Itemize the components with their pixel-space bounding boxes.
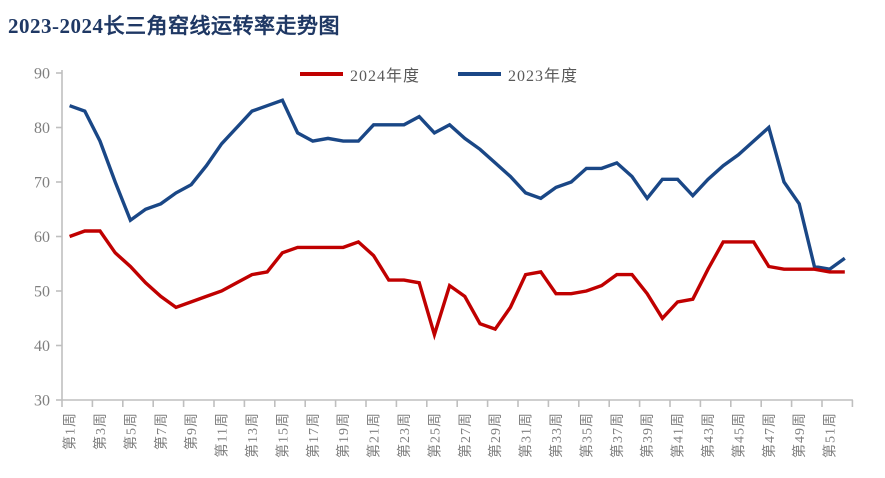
- y-axis-tick-label: 90: [34, 66, 50, 83]
- x-axis-tick-label: 第11周: [214, 412, 231, 457]
- x-axis-tick-label: 第21周: [366, 412, 383, 458]
- x-axis-tick-label: 第7周: [153, 412, 170, 450]
- series-line-2024年度: [69, 229, 845, 341]
- series-line-2023年度: [69, 98, 846, 271]
- legend-label-2024: 2024年度: [350, 68, 421, 85]
- x-axis-tick-label: 第3周: [92, 412, 109, 450]
- chart-legend: 2024年度 2023年度: [300, 62, 578, 86]
- x-axis-tick-label: 第17周: [305, 412, 322, 458]
- x-axis-tick-label: 第39周: [639, 412, 656, 458]
- x-axis-tick-label: 第43周: [700, 412, 717, 458]
- y-axis-tick-label: 40: [34, 338, 50, 355]
- chart-title: 2023-2024长三角窑线运转率走势图: [8, 14, 340, 38]
- y-axis-tick-label: 70: [34, 175, 50, 192]
- x-axis-tick-label: 第47周: [761, 412, 778, 458]
- x-axis-tick-label: 第45周: [730, 412, 747, 458]
- legend-item-2023: 2023年度: [458, 62, 578, 86]
- x-axis-tick-label: 第23周: [396, 412, 413, 458]
- x-axis-tick-label: 第37周: [609, 412, 626, 458]
- x-axis-tick-label: 第29周: [487, 412, 504, 458]
- x-axis-tick-label: 第41周: [670, 412, 687, 458]
- x-axis-tick-label: 第9周: [183, 412, 200, 450]
- legend-label-2023: 2023年度: [508, 68, 579, 85]
- y-axis-tick-label: 50: [34, 284, 50, 301]
- x-axis-tick-label: 第31周: [518, 412, 535, 458]
- x-axis-tick-label: 第1周: [62, 412, 79, 450]
- x-axis-tick-label: 第35周: [578, 412, 595, 458]
- x-axis-tick-label: 第27周: [457, 412, 474, 458]
- x-axis-tick-label: 第5周: [122, 412, 139, 450]
- x-axis-tick-label: 第13周: [244, 412, 261, 458]
- x-axis-tick-label: 第15周: [274, 412, 291, 458]
- y-axis-tick-label: 60: [34, 229, 50, 246]
- x-axis-tick-label: 第51周: [822, 412, 839, 458]
- x-axis-tick-label: 第19周: [335, 412, 352, 458]
- legend-swatch-2023-line: [458, 72, 502, 76]
- y-axis-tick-label: 80: [34, 120, 50, 137]
- x-axis-tick-label: 第49周: [791, 412, 808, 458]
- legend-swatch-2024-line: [300, 72, 343, 76]
- x-axis-tick-label: 第33周: [548, 412, 565, 458]
- legend-item-2024: 2024年度: [300, 62, 420, 86]
- x-axis-tick-label: 第25周: [426, 412, 443, 458]
- y-axis-tick-label: 30: [34, 393, 50, 410]
